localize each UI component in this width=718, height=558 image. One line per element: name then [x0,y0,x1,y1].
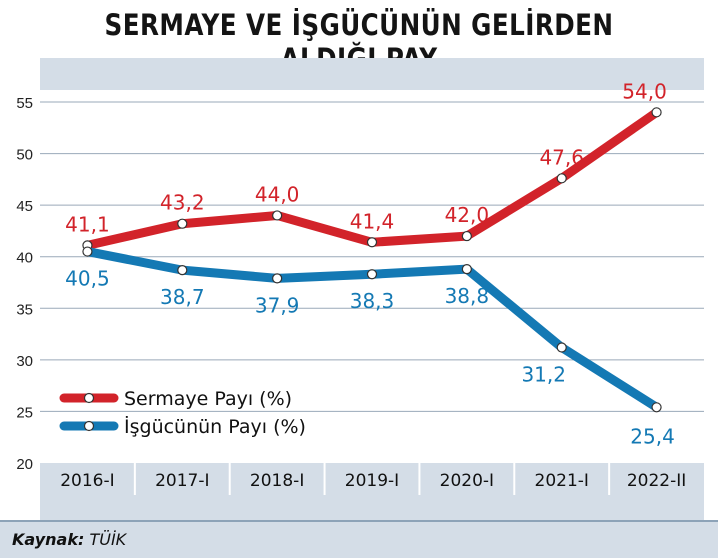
data-label: 43,2 [160,191,205,215]
x-tick-label: 2016-I [60,471,114,491]
x-tick-label: 2017-I [155,471,209,491]
x-tick-label: 2021-I [535,471,589,491]
y-axis: 20 25 30 35 40 45 50 55 [16,95,33,473]
data-label: 25,4 [630,424,675,448]
data-point [556,173,567,184]
x-axis: 2016-I 2017-I 2018-I 2019-I 2020-I 2021-I 2022… [60,463,686,495]
data-label: 37,9 [255,293,300,317]
data-label: 47,6 [539,145,584,169]
legend-marker [83,420,95,432]
legend-label: İşgücünün Payı (%) [124,415,306,438]
data-label: 31,2 [521,362,566,386]
x-tick-label: 2019-I [345,471,399,491]
data-point [651,402,662,413]
data-point [556,342,567,353]
bottom-band [40,463,704,520]
data-point [366,237,378,248]
data-label: 41,4 [350,209,395,233]
data-label: 38,8 [445,284,490,308]
data-point [461,230,472,242]
y-tick-label: 20 [16,456,33,473]
series-capital: 41,1 43,2 44,0 41,4 42,0 47,6 54,0 [65,79,667,251]
data-point [177,265,188,276]
x-tick-label: 2022-II [627,471,686,491]
legend: Sermaye Payı (%) İşgücünün Payı (%) [59,388,306,438]
series-labor: 40,5 38,7 37,9 38,3 38,8 31,2 25,4 [65,246,675,448]
source-label: Kaynak: [12,530,85,549]
y-tick-label: 45 [16,198,33,215]
x-tick-label: 2020-I [440,471,494,491]
source-value: TÜİK [89,530,127,549]
series-group: 41,1 43,2 44,0 41,4 42,0 47,6 54,0 40,5 38,7 37,9… [65,79,675,448]
x-tick-label: 2018-I [250,471,304,491]
y-tick-label: 40 [16,250,33,267]
data-point [177,218,188,229]
y-tick-label: 55 [16,95,33,112]
top-band [40,58,704,90]
data-point [461,263,472,275]
data-label: 42,0 [445,203,490,227]
y-tick-label: 35 [16,301,33,318]
data-label: 40,5 [65,267,110,291]
y-tick-label: 30 [16,353,33,370]
y-tick-label: 25 [16,404,33,421]
line-chart: 20 25 30 35 40 45 50 55 2016-I 2017-I 2018-I 2019-… [16,58,704,520]
data-point [272,273,283,284]
data-label: 38,3 [350,289,395,313]
legend-marker [83,392,95,404]
data-label: 38,7 [160,285,205,309]
data-label: 41,1 [65,212,110,236]
y-tick-label: 50 [16,147,33,164]
data-point [366,269,378,280]
data-point [272,210,283,221]
legend-label: Sermaye Payı (%) [124,388,292,410]
data-label: 44,0 [255,182,300,206]
source-note: Kaynak: TÜİK [0,520,718,558]
data-label: 54,0 [622,79,667,103]
data-point [651,107,662,118]
data-point [82,246,93,257]
